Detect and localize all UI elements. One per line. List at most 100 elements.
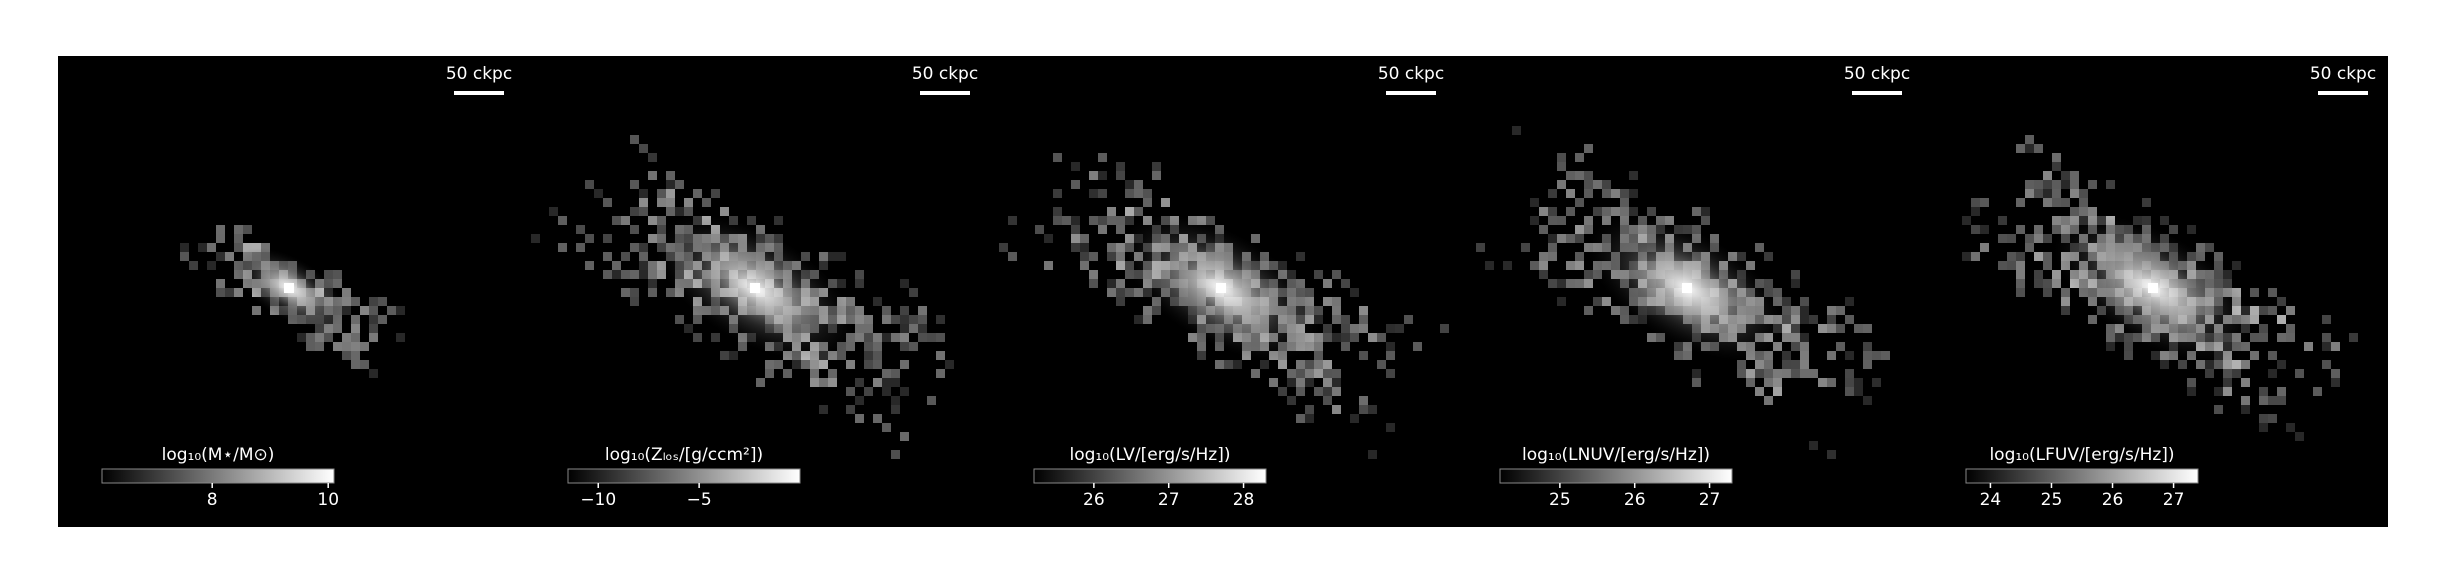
pixel [855,306,864,315]
pixel [2241,405,2250,414]
pixel [1863,351,1872,360]
pixel [900,279,909,288]
pixel [846,405,855,414]
pixel [855,315,864,324]
pixel [1107,243,1116,252]
pixel [1080,261,1089,270]
pixel [180,252,189,261]
pixel [621,288,630,297]
pixel [342,333,351,342]
pixel [225,252,234,261]
pixel [675,180,684,189]
pixel [1620,207,1629,216]
pixel [2268,369,2277,378]
pixel [1089,171,1098,180]
pixel [648,279,657,288]
pixel [1845,297,1854,306]
pixel [639,243,648,252]
pixel [378,315,387,324]
pixel [1359,306,1368,315]
pixel [1539,225,1548,234]
pixel [1980,225,1989,234]
pixel [2241,360,2250,369]
pixel [1323,387,1332,396]
pixel [2232,261,2241,270]
pixel [1800,369,1809,378]
pixel [1971,225,1980,234]
pixel [1296,378,1305,387]
pixel [846,387,855,396]
pixel [1341,342,1350,351]
pixel [369,369,378,378]
pixel [1539,207,1548,216]
pixel [1980,243,1989,252]
pixel [1863,396,1872,405]
pixel [2043,171,2052,180]
pixel [2268,351,2277,360]
pixel [1836,342,1845,351]
pixel [1152,171,1161,180]
pixel [2187,225,2196,234]
pixel [1692,225,1701,234]
pixel [1332,405,1341,414]
pixel [2052,270,2061,279]
pixel [1971,198,1980,207]
pixel [1665,216,1674,225]
pixel [234,288,243,297]
pixel [2007,261,2016,270]
pixel [2061,297,2070,306]
pixel [1845,369,1854,378]
pixel [1341,279,1350,288]
pixel [1152,162,1161,171]
pixel [1350,288,1359,297]
pixel [1143,315,1152,324]
pixel [1089,189,1098,198]
pixel [1800,315,1809,324]
pixel [1305,288,1314,297]
pixel [1620,315,1629,324]
colorbar-tick-label: 25 [1549,490,1571,510]
pixel [657,198,666,207]
pixel [1278,387,1287,396]
pixel [621,216,630,225]
pixel [2052,225,2061,234]
pixel [1800,297,1809,306]
pixel [909,315,918,324]
pixel [1710,234,1719,243]
pixel [2241,396,2250,405]
pixel [1134,288,1143,297]
colorbar-tick-label: 10 [317,490,339,510]
pixel [261,243,270,252]
pixel [1089,270,1098,279]
pixel [558,243,567,252]
pixel [2052,189,2061,198]
pixel [1566,189,1575,198]
pixel [1305,414,1314,423]
pixel [900,360,909,369]
pixel [1998,261,2007,270]
pixel [2169,225,2178,234]
pixel [1359,315,1368,324]
pixel [342,297,351,306]
pixel [2079,189,2088,198]
pixel [2268,414,2277,423]
pixel [927,396,936,405]
core [2148,283,2158,293]
colorbar-tick-label: −5 [687,490,712,510]
pixel [1296,414,1305,423]
pixel [918,306,927,315]
pixel [819,252,828,261]
pixel [225,288,234,297]
pixel [1782,360,1791,369]
scalebar-label: 50 ckpc [1378,64,1444,84]
pixel [234,243,243,252]
pixel [936,369,945,378]
pixel [882,306,891,315]
pixel [2214,252,2223,261]
pixel [639,144,648,153]
pixel [333,270,342,279]
pixel [333,342,342,351]
pixel [2205,243,2214,252]
pixel [2043,180,2052,189]
pixel [1332,333,1341,342]
